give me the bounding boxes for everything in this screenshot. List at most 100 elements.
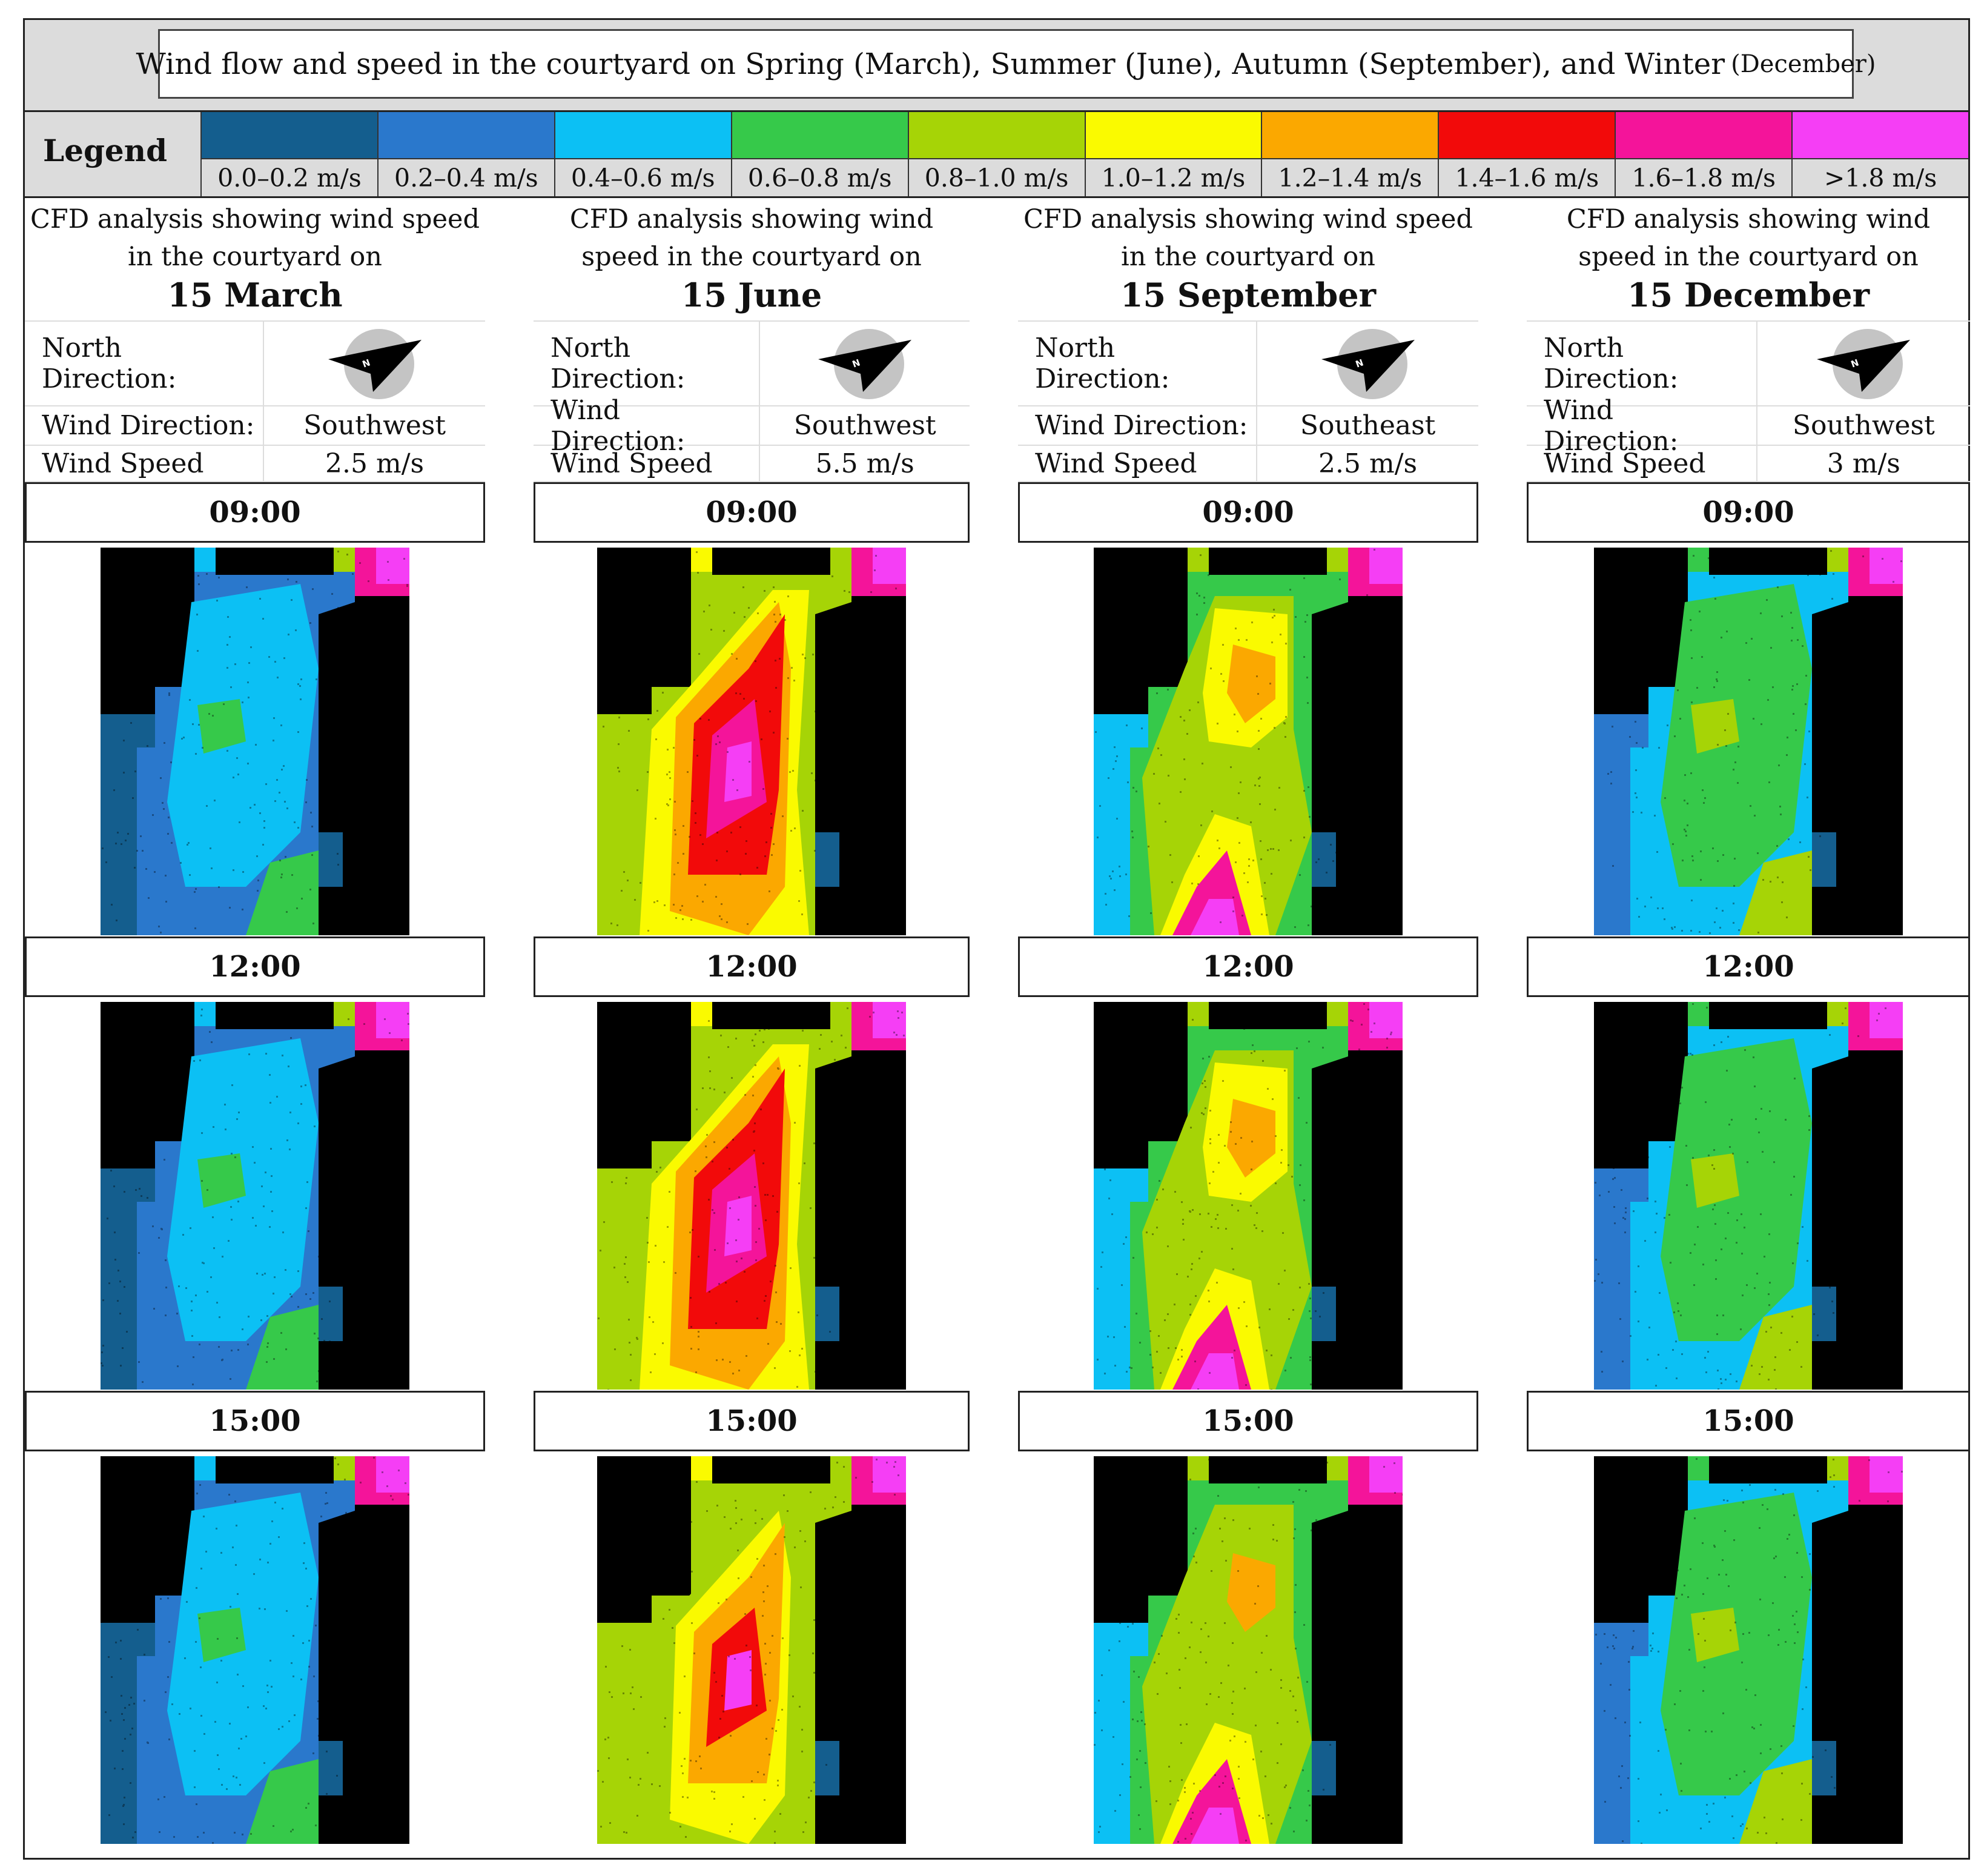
corner-transition-zone bbox=[830, 1456, 851, 1480]
north-direction-row: North Direction: N bbox=[534, 322, 970, 406]
corner-transition-zone bbox=[1327, 1002, 1348, 1026]
figure-title: Wind flow and speed in the courtyard on … bbox=[136, 29, 1876, 99]
edge-slow-zone bbox=[101, 1623, 155, 1844]
legend-range-label: 1.6–1.8 m/s bbox=[1632, 163, 1776, 193]
lower-max-zone bbox=[1191, 1353, 1239, 1390]
corner-peak-zone bbox=[1369, 548, 1403, 584]
legend-range-label: 1.0–1.2 m/s bbox=[1101, 163, 1246, 193]
corner-transition-zone bbox=[830, 548, 851, 572]
cfd-wind-speed-map bbox=[1594, 1002, 1903, 1390]
corner-peak-zone bbox=[376, 1002, 409, 1038]
upper-peak-zone bbox=[1227, 1099, 1275, 1178]
cfd-map bbox=[1018, 997, 1478, 1391]
legend-range-label: >1.8 m/s bbox=[1823, 163, 1937, 193]
cfd-wind-speed-map bbox=[1594, 1456, 1903, 1844]
legend-item: 0.4–0.6 m/s bbox=[554, 112, 731, 196]
local-acceleration-zone bbox=[1691, 1608, 1739, 1662]
north-edge-zone bbox=[1209, 1483, 1327, 1523]
north-arrow: N bbox=[1757, 322, 1970, 405]
time-label: 09:00 bbox=[534, 482, 970, 543]
north-direction-row: North Direction: N bbox=[25, 322, 485, 406]
north-edge-zone bbox=[1209, 1029, 1327, 1069]
exit-acceleration-zone bbox=[1739, 850, 1812, 935]
analysis-date: 15 March bbox=[167, 276, 343, 314]
corner-peak-zone bbox=[1369, 1456, 1403, 1493]
inlet-zone bbox=[1188, 548, 1209, 572]
legend-range-label: 1.4–1.6 m/s bbox=[1455, 163, 1599, 193]
time-label: 12:00 bbox=[25, 936, 485, 997]
legend-label: Legend bbox=[43, 133, 168, 168]
wind-speed-value: 3 m/s bbox=[1827, 448, 1900, 479]
analysis-description: CFD analysis showing wind speed in the c… bbox=[569, 204, 934, 272]
edge-slow-zone bbox=[1094, 714, 1148, 935]
wind-speed-label: Wind Speed bbox=[1018, 446, 1258, 481]
cfd-noise-texture bbox=[1096, 1003, 1403, 1390]
compass-icon: N bbox=[1321, 329, 1415, 399]
edge-slow-zone bbox=[597, 714, 652, 935]
legend-swatch bbox=[1793, 112, 1969, 159]
corner-transition-zone bbox=[334, 1456, 355, 1480]
column-header: CFD analysis showing wind speed in the c… bbox=[534, 198, 970, 322]
north-arrow-needle bbox=[818, 340, 912, 392]
inlet-zone bbox=[1688, 1002, 1709, 1026]
recess-calm-zone bbox=[815, 1741, 839, 1795]
inlet-zone bbox=[194, 1456, 216, 1480]
legend-swatch bbox=[202, 112, 377, 159]
corner-peak-zone bbox=[873, 548, 906, 584]
wind-direction-label: Wind Direction: bbox=[25, 406, 265, 445]
cfd-wind-speed-map bbox=[101, 1456, 409, 1844]
wind-direction-row: Wind Direction: Southwest bbox=[534, 395, 970, 457]
legend-swatch bbox=[1262, 112, 1438, 159]
legend-cells: 0.0–0.2 m/s 0.2–0.4 m/s 0.4–0.6 m/s 0.6–0.8… bbox=[200, 112, 1969, 196]
edge-slow-zone bbox=[597, 1623, 652, 1844]
time-label: 09:00 bbox=[1527, 482, 1970, 543]
cfd-wind-speed-map bbox=[1594, 548, 1903, 935]
local-acceleration-zone bbox=[197, 1608, 246, 1662]
max-speed-zone bbox=[724, 1196, 752, 1256]
cfd-map bbox=[534, 997, 970, 1391]
legend-range-label: 1.2–1.4 m/s bbox=[1278, 163, 1423, 193]
cfd-map bbox=[1527, 1451, 1970, 1845]
north-arrow: N bbox=[760, 322, 970, 405]
wind-direction-value: Southwest bbox=[1792, 410, 1935, 441]
time-label: 15:00 bbox=[25, 1391, 485, 1451]
edge-slow-zone bbox=[597, 1168, 652, 1390]
legend-swatch bbox=[1085, 112, 1261, 159]
legend-swatch bbox=[378, 112, 554, 159]
legend-item: 0.6–0.8 m/s bbox=[730, 112, 908, 196]
corner-peak-zone bbox=[873, 1456, 906, 1493]
legend-item: 1.6–1.8 m/s bbox=[1615, 112, 1792, 196]
recess-calm-zone bbox=[319, 1287, 343, 1341]
recess-calm-zone bbox=[1812, 832, 1836, 887]
season-column: CFD analysis showing wind speed in the c… bbox=[534, 198, 970, 1861]
cfd-wind-speed-map bbox=[101, 1002, 409, 1390]
cfd-wind-speed-map bbox=[1094, 1456, 1403, 1844]
legend-swatch bbox=[1439, 112, 1615, 159]
time-label: 12:00 bbox=[1018, 936, 1478, 997]
wind-direction-label: Wind Direction: bbox=[1527, 395, 1757, 457]
legend-swatch bbox=[555, 112, 731, 159]
north-direction-label: North Direction: bbox=[1527, 322, 1757, 405]
legend-item: 0.8–1.0 m/s bbox=[907, 112, 1085, 196]
legend-item: 1.2–1.4 m/s bbox=[1261, 112, 1438, 196]
compass-icon: N bbox=[328, 329, 422, 399]
wind-speed-label: Wind Speed bbox=[25, 446, 265, 481]
inlet-zone bbox=[691, 1002, 712, 1026]
time-label: 15:00 bbox=[1527, 1391, 1970, 1451]
recess-calm-zone bbox=[319, 832, 343, 887]
north-arrow-needle bbox=[1321, 340, 1415, 392]
column-header: CFD analysis showing wind speed in the c… bbox=[1018, 198, 1478, 322]
wind-direction-value: Southwest bbox=[793, 410, 936, 441]
recess-calm-zone bbox=[815, 832, 839, 887]
title-band: Wind flow and speed in the courtyard on … bbox=[25, 20, 1968, 112]
corner-peak-zone bbox=[376, 548, 409, 584]
wind-direction-label: Wind Direction: bbox=[534, 395, 761, 457]
legend-range-label: 0.4–0.6 m/s bbox=[570, 163, 715, 193]
cfd-map bbox=[25, 1451, 485, 1845]
legend-item: 1.0–1.2 m/s bbox=[1084, 112, 1261, 196]
figure-frame: Wind flow and speed in the courtyard on … bbox=[23, 18, 1970, 1860]
upper-peak-zone bbox=[1227, 645, 1275, 723]
legend-item: >1.8 m/s bbox=[1791, 112, 1969, 196]
inlet-zone bbox=[1688, 1456, 1709, 1480]
cfd-wind-speed-map bbox=[597, 1002, 906, 1390]
